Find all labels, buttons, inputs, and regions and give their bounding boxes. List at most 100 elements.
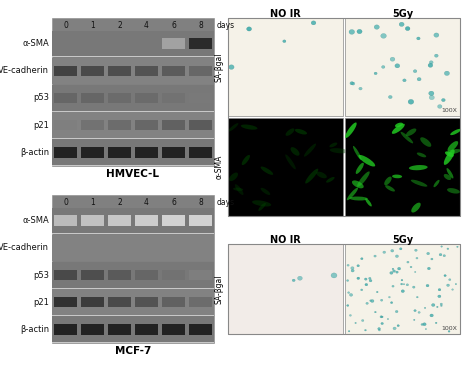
Ellipse shape [384,185,394,192]
Ellipse shape [348,29,354,34]
Ellipse shape [405,129,415,136]
Ellipse shape [258,203,265,211]
Ellipse shape [285,129,294,136]
Ellipse shape [443,274,445,277]
Ellipse shape [391,285,393,287]
Ellipse shape [388,95,391,99]
Bar [54,120,77,130]
Bar [54,215,77,226]
Text: 0: 0 [63,198,68,207]
Ellipse shape [432,180,438,187]
Bar [227,18,459,216]
Text: 8: 8 [198,21,202,30]
Ellipse shape [390,250,393,252]
Ellipse shape [428,95,433,100]
Bar [189,66,212,76]
Bar [162,93,184,103]
Ellipse shape [445,168,452,178]
Bar [52,342,213,343]
Bar [81,297,104,307]
Bar [135,66,157,76]
Ellipse shape [394,310,397,313]
Ellipse shape [360,258,362,260]
Bar [108,270,131,280]
Ellipse shape [282,40,285,43]
Ellipse shape [344,123,356,138]
Bar [54,297,77,307]
Bar [344,18,459,116]
Bar [81,147,104,158]
Bar [135,324,157,334]
Ellipse shape [416,78,420,81]
Text: 5Gy: 5Gy [391,235,412,245]
Ellipse shape [413,70,416,73]
Ellipse shape [377,328,380,330]
Ellipse shape [349,196,367,201]
Bar [189,270,212,280]
Ellipse shape [260,188,270,195]
Ellipse shape [446,141,457,152]
Bar [52,233,213,234]
Ellipse shape [440,246,442,247]
Bar [52,138,213,139]
Ellipse shape [410,202,420,213]
Text: 5Gy: 5Gy [391,9,412,19]
Bar [189,147,212,158]
Text: 0: 0 [63,21,68,30]
Text: 2: 2 [117,198,122,207]
Ellipse shape [405,284,408,286]
Bar [52,58,213,84]
Ellipse shape [409,266,411,268]
Ellipse shape [434,322,436,324]
Ellipse shape [422,323,425,326]
Ellipse shape [228,65,234,69]
Ellipse shape [386,318,388,320]
Text: 1: 1 [90,21,94,30]
Bar [52,315,213,316]
Ellipse shape [379,316,382,318]
Ellipse shape [427,63,432,67]
Ellipse shape [311,21,315,25]
Ellipse shape [454,284,456,285]
Ellipse shape [446,188,459,193]
Text: days: days [217,21,235,30]
Ellipse shape [397,267,400,270]
Ellipse shape [429,314,432,317]
Ellipse shape [392,270,394,272]
Ellipse shape [346,188,357,200]
Ellipse shape [413,249,416,251]
Ellipse shape [346,305,348,307]
Bar [135,93,157,103]
Bar [108,297,131,307]
Ellipse shape [234,184,243,195]
Text: 100X: 100X [440,108,456,113]
Ellipse shape [416,153,425,157]
Bar [81,93,104,103]
Ellipse shape [346,280,348,282]
Ellipse shape [349,293,352,296]
Text: 4: 4 [144,198,149,207]
Text: HMVEC-L: HMVEC-L [106,169,159,179]
Bar [52,18,213,166]
Ellipse shape [355,163,363,174]
Ellipse shape [402,284,404,285]
Bar [162,38,184,49]
Bar [52,85,213,112]
Ellipse shape [325,177,334,182]
Ellipse shape [444,71,449,75]
Bar [52,207,213,234]
Text: p53: p53 [33,93,49,103]
Ellipse shape [413,271,415,273]
Ellipse shape [424,328,426,330]
Bar [227,244,459,334]
Text: 1: 1 [90,198,94,207]
Text: 4: 4 [144,21,149,30]
Ellipse shape [436,306,437,308]
Bar [52,31,213,57]
Ellipse shape [350,267,353,270]
Ellipse shape [406,261,408,263]
Ellipse shape [316,172,326,178]
Bar [189,93,212,103]
Ellipse shape [380,322,382,325]
Ellipse shape [246,27,251,31]
